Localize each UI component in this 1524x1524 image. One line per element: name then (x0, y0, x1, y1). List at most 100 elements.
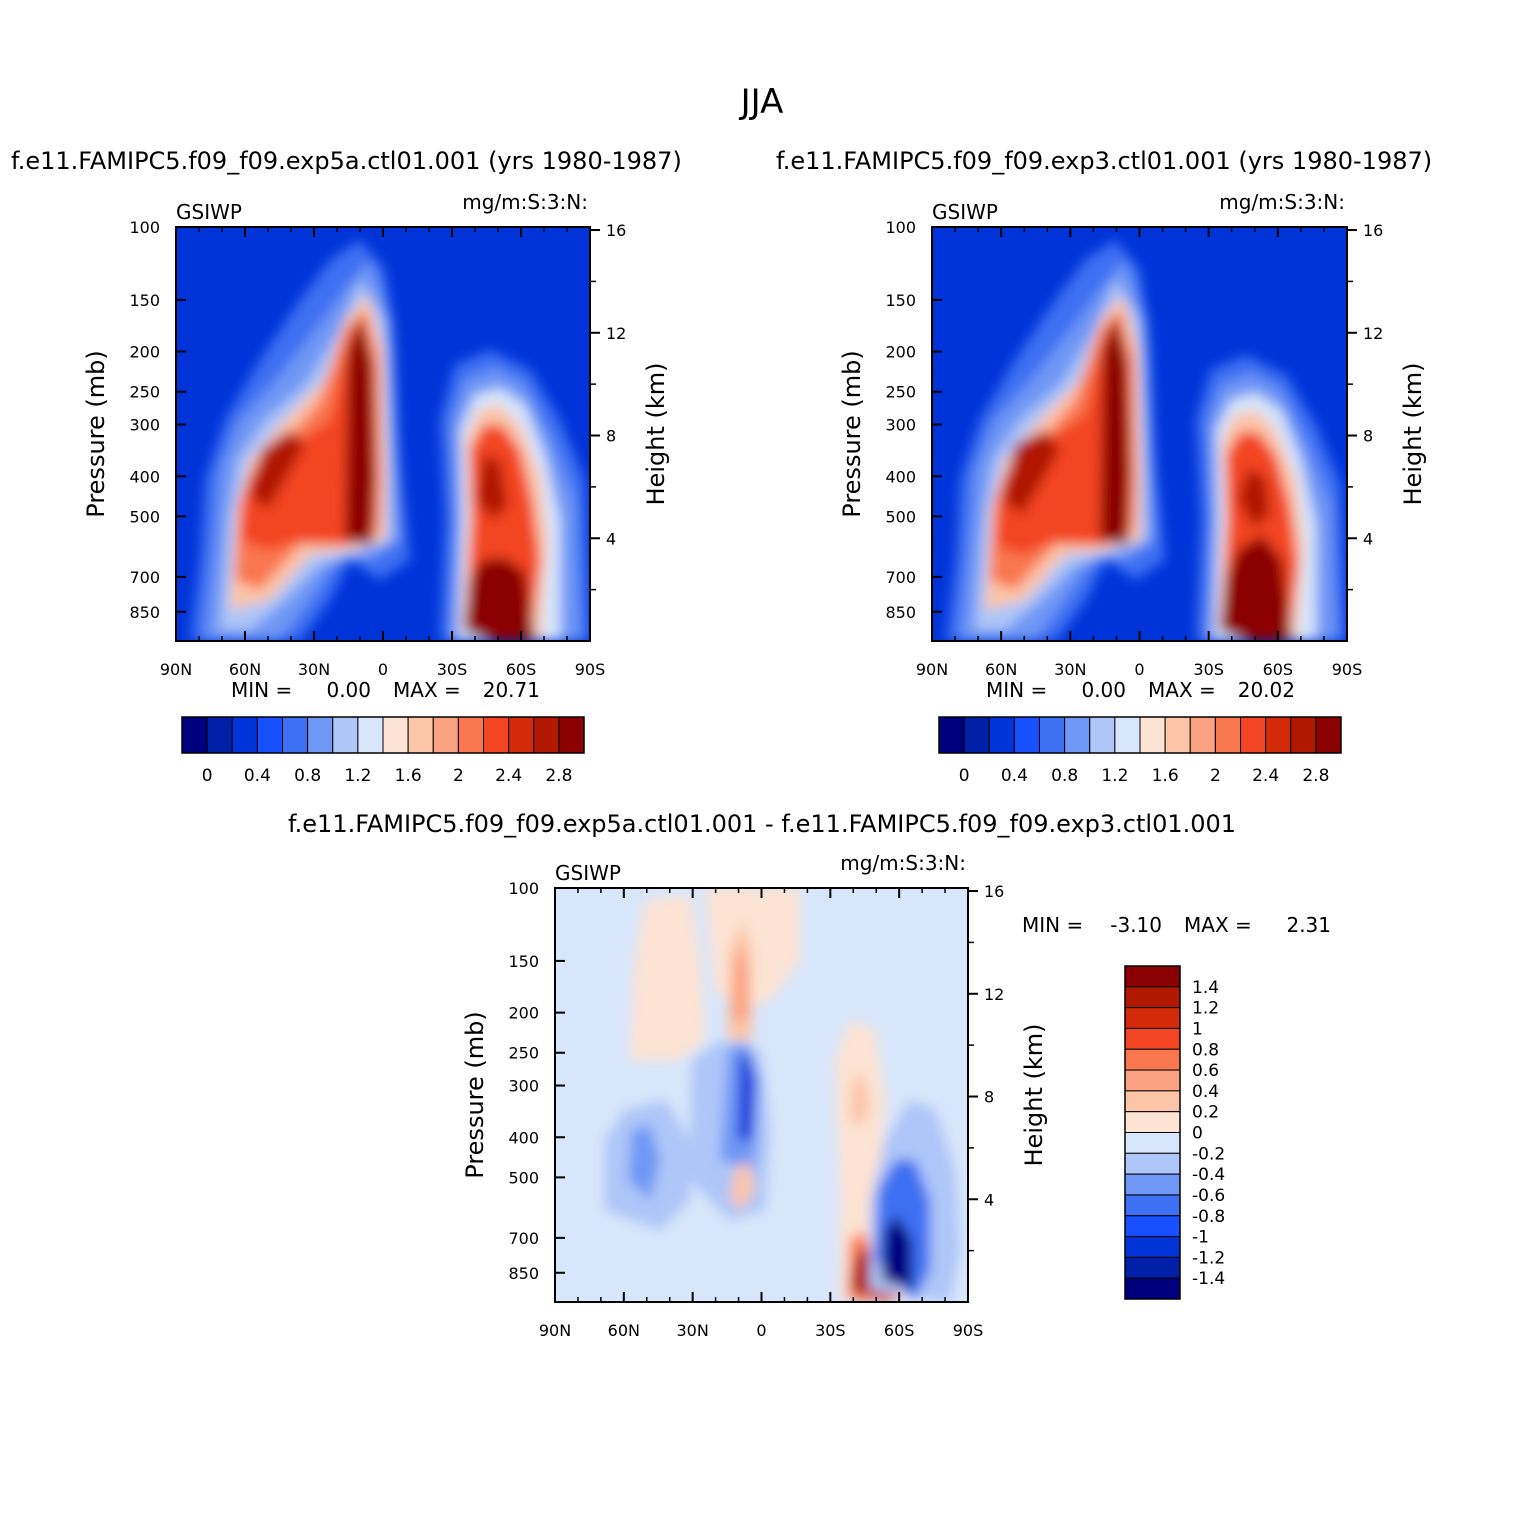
colorbar-box-exp5a (483, 716, 510, 754)
colorbar-box-exp3 (988, 716, 1015, 754)
colorbar-label-exp3: 2.4 (1252, 766, 1279, 786)
x-tick-label-exp5a: 90S (575, 660, 606, 679)
p-tick-label-exp5a: 700 (129, 568, 160, 587)
colorbar-box-exp5a (282, 716, 309, 754)
colorbar-label-diff: -1.2 (1192, 1248, 1225, 1268)
p-tick-label-exp5a: 400 (129, 467, 160, 486)
colorbar-label-exp3: 2 (1210, 766, 1221, 786)
p-tick-label-diff: 250 (508, 1044, 539, 1063)
h-tick-label-exp3: 16 (1363, 221, 1383, 240)
colorbar-box-exp3 (1189, 716, 1216, 754)
colorbar-box-exp5a (206, 716, 233, 754)
min-label-exp5a: MIN = (231, 678, 292, 702)
colorbar-box-exp3 (1290, 716, 1317, 754)
x-tick-label-diff: 60N (608, 1321, 640, 1340)
x-tick-label-exp3: 90S (1332, 660, 1363, 679)
colorbar-box-diff (1124, 1069, 1181, 1092)
y2-axis-label-exp3: Height (km) (1399, 363, 1427, 506)
colorbar-frame-diff (1124, 965, 1181, 1300)
p-tick-label-diff: 200 (508, 1004, 539, 1023)
h-tick-label-diff: 4 (984, 1190, 994, 1209)
p-tick-label-exp3: 200 (885, 343, 916, 362)
colorbar-box-exp3 (1214, 716, 1241, 754)
colorbar-label-exp5a: 2.4 (495, 766, 522, 786)
colorbar-box-diff (1124, 1048, 1181, 1071)
p-tick-label-diff: 300 (508, 1077, 539, 1096)
colorbar-label-exp5a: 2.8 (545, 766, 572, 786)
colorbar-box-exp5a (181, 716, 208, 754)
colorbar-box-diff (1124, 1173, 1181, 1196)
min-value-exp5a: 0.00 (326, 678, 371, 702)
colorbar-label-exp3: 0 (959, 766, 970, 786)
right-label-diff: mg/m:S:3:N: (840, 851, 966, 875)
p-tick-label-exp5a: 850 (129, 603, 160, 622)
colorbar-label-exp5a: 0 (202, 766, 213, 786)
colorbar-box-exp5a (533, 716, 560, 754)
x-tick-label-exp5a: 30S (437, 660, 468, 679)
left-label-diff: GSIWP (555, 861, 621, 885)
x-tick-label-diff: 60S (884, 1321, 915, 1340)
colorbar-label-diff: 0.6 (1192, 1061, 1219, 1081)
colorbar-label-exp5a: 1.6 (395, 766, 422, 786)
colorbar-box-diff (1124, 1090, 1181, 1113)
p-tick-label-exp3: 700 (885, 568, 916, 587)
colorbar-box-exp5a (231, 716, 258, 754)
heatmap-exp5a (176, 227, 590, 641)
colorbar-box-exp3 (1114, 716, 1141, 754)
colorbar-box-diff (1124, 1215, 1181, 1238)
x-tick-label-exp3: 60N (985, 660, 1017, 679)
h-tick-label-diff: 16 (984, 882, 1004, 901)
colorbar-label-diff: -0.6 (1192, 1186, 1225, 1206)
colorbar-label-exp5a: 2 (453, 766, 464, 786)
min-label-diff: MIN = (1022, 913, 1083, 937)
p-tick-label-exp5a: 100 (129, 218, 160, 237)
h-tick-label-exp5a: 4 (606, 529, 616, 548)
x-tick-label-diff: 90S (953, 1321, 984, 1340)
colorbar-label-diff: 1.2 (1192, 999, 1219, 1019)
colorbar-box-diff (1124, 1277, 1181, 1300)
p-tick-label-exp3: 500 (885, 507, 916, 526)
colorbar-label-exp3: 0.8 (1051, 766, 1078, 786)
y2-axis-label-diff: Height (km) (1020, 1024, 1048, 1167)
panel-title-exp5a: f.e11.FAMIPC5.f09_f09.exp5a.ctl01.001 (y… (11, 147, 682, 175)
x-tick-label-exp3: 90N (916, 660, 948, 679)
right-label-exp5a: mg/m:S:3:N: (462, 190, 588, 214)
x-tick-label-exp3: 0 (1134, 660, 1144, 679)
colorbar-frame-exp5a (181, 716, 585, 754)
colorbar-box-exp3 (1139, 716, 1166, 754)
colorbar-box-exp5a (357, 716, 384, 754)
p-tick-label-exp5a: 250 (129, 383, 160, 402)
y-axis-label-exp5a: Pressure (mb) (82, 350, 110, 517)
max-label-exp5a: MAX = (393, 678, 461, 702)
colorbar-box-exp5a (332, 716, 359, 754)
max-label-exp3: MAX = (1148, 678, 1216, 702)
p-tick-label-exp3: 100 (885, 218, 916, 237)
colorbar-box-diff (1124, 1194, 1181, 1217)
colorbar-label-diff: 0.8 (1192, 1040, 1219, 1060)
h-tick-label-diff: 12 (984, 985, 1004, 1004)
x-tick-label-exp5a: 60S (506, 660, 537, 679)
h-tick-label-exp5a: 16 (606, 221, 626, 240)
colorbar-label-diff: -0.8 (1192, 1207, 1225, 1227)
colorbar-label-diff: -1 (1192, 1228, 1209, 1248)
colorbar-box-exp5a (558, 716, 585, 754)
h-tick-label-exp3: 12 (1363, 324, 1383, 343)
colorbar-label-diff: 0 (1192, 1124, 1203, 1144)
colorbar-label-exp5a: 0.4 (244, 766, 271, 786)
colorbar-box-diff (1124, 1111, 1181, 1133)
h-tick-label-diff: 8 (984, 1088, 994, 1107)
colorbar-label-exp3: 1.6 (1152, 766, 1179, 786)
p-tick-label-exp3: 850 (885, 603, 916, 622)
p-tick-label-diff: 500 (508, 1168, 539, 1187)
figure-title: JJA (740, 82, 784, 122)
y-axis-label-diff: Pressure (mb) (461, 1011, 489, 1178)
x-tick-label-exp3: 30N (1054, 660, 1086, 679)
colorbar-label-diff: 1 (1192, 1019, 1203, 1039)
colorbar-box-exp3 (1064, 716, 1091, 754)
x-tick-label-exp3: 60S (1263, 660, 1294, 679)
p-tick-label-exp3: 400 (885, 467, 916, 486)
max-label-diff: MAX = (1184, 913, 1252, 937)
x-tick-label-diff: 0 (756, 1321, 766, 1340)
p-tick-label-diff: 100 (508, 879, 539, 898)
